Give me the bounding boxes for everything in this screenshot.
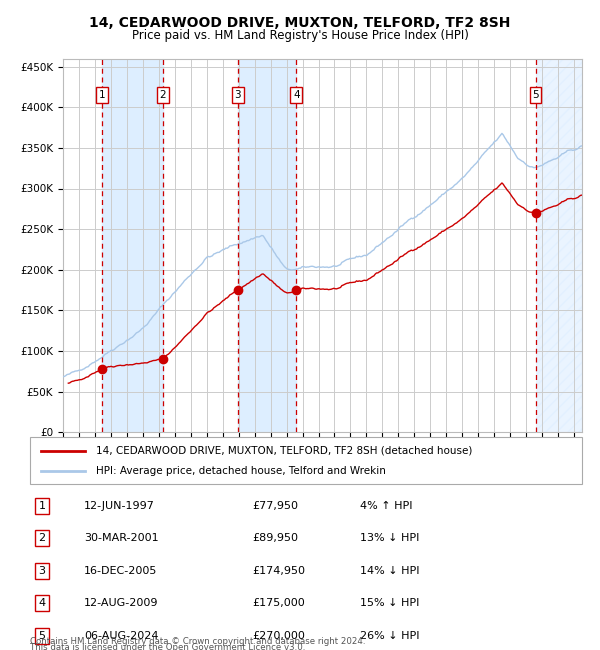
Text: 14, CEDARWOOD DRIVE, MUXTON, TELFORD, TF2 8SH: 14, CEDARWOOD DRIVE, MUXTON, TELFORD, TF…: [89, 16, 511, 31]
Text: 4: 4: [38, 598, 46, 608]
Text: £174,950: £174,950: [252, 566, 305, 576]
FancyBboxPatch shape: [30, 437, 582, 484]
Text: 4% ↑ HPI: 4% ↑ HPI: [360, 500, 413, 511]
Text: This data is licensed under the Open Government Licence v3.0.: This data is licensed under the Open Gov…: [30, 643, 305, 650]
Text: 5: 5: [38, 630, 46, 641]
Text: 2: 2: [38, 533, 46, 543]
Text: 12-JUN-1997: 12-JUN-1997: [84, 500, 155, 511]
Text: 14, CEDARWOOD DRIVE, MUXTON, TELFORD, TF2 8SH (detached house): 14, CEDARWOOD DRIVE, MUXTON, TELFORD, TF…: [96, 445, 473, 456]
Text: 13% ↓ HPI: 13% ↓ HPI: [360, 533, 419, 543]
Text: 5: 5: [532, 90, 539, 100]
Text: 16-DEC-2005: 16-DEC-2005: [84, 566, 157, 576]
Bar: [102, 58, 163, 432]
Bar: [238, 58, 296, 432]
Text: 30-MAR-2001: 30-MAR-2001: [84, 533, 158, 543]
Text: £77,950: £77,950: [252, 500, 298, 511]
Text: 1: 1: [98, 90, 105, 100]
Text: 15% ↓ HPI: 15% ↓ HPI: [360, 598, 419, 608]
Text: 26% ↓ HPI: 26% ↓ HPI: [360, 630, 419, 641]
Text: £270,000: £270,000: [252, 630, 305, 641]
Text: Price paid vs. HM Land Registry's House Price Index (HPI): Price paid vs. HM Land Registry's House …: [131, 29, 469, 42]
Text: HPI: Average price, detached house, Telford and Wrekin: HPI: Average price, detached house, Telf…: [96, 466, 386, 476]
Text: Contains HM Land Registry data © Crown copyright and database right 2024.: Contains HM Land Registry data © Crown c…: [30, 637, 365, 646]
Text: 3: 3: [38, 566, 46, 576]
Text: 2: 2: [160, 90, 166, 100]
Text: £89,950: £89,950: [252, 533, 298, 543]
Text: 1: 1: [38, 500, 46, 511]
Text: £175,000: £175,000: [252, 598, 305, 608]
Text: 06-AUG-2024: 06-AUG-2024: [84, 630, 158, 641]
Text: 12-AUG-2009: 12-AUG-2009: [84, 598, 158, 608]
Text: 14% ↓ HPI: 14% ↓ HPI: [360, 566, 419, 576]
Bar: [536, 58, 582, 432]
Text: 4: 4: [293, 90, 299, 100]
Text: 3: 3: [235, 90, 241, 100]
